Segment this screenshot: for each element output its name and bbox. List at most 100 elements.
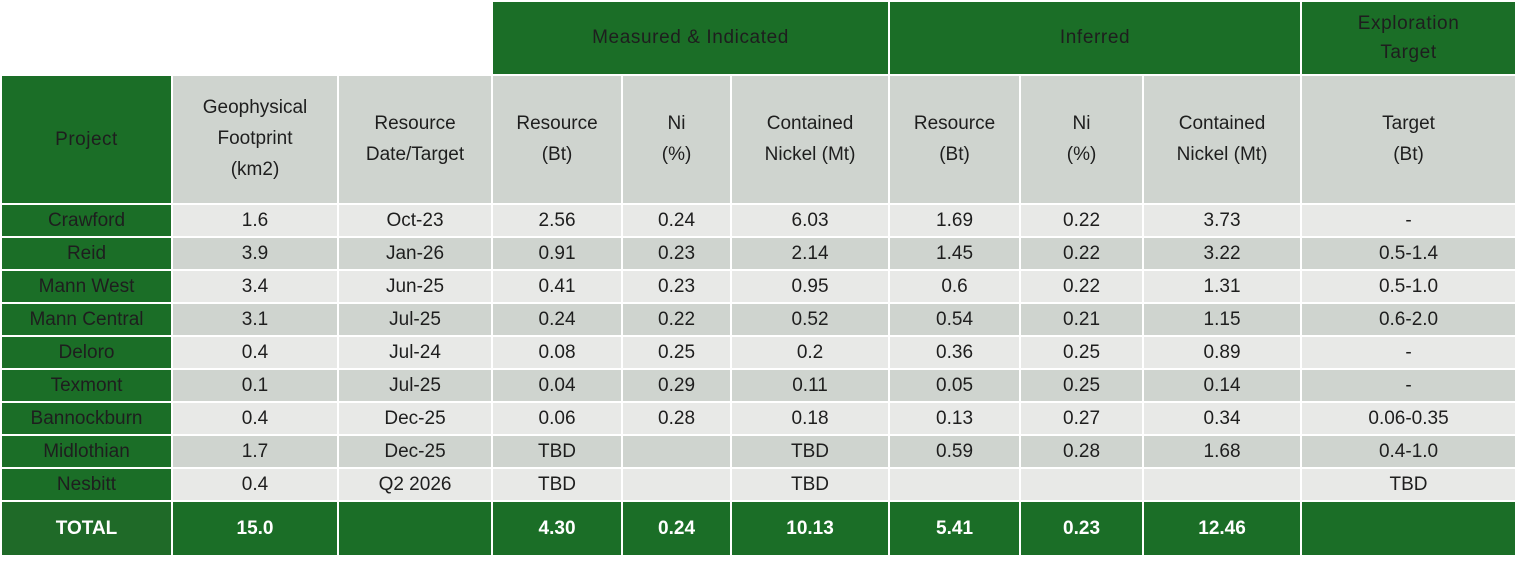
cell-inf-ni: 0.28 — [1019, 434, 1145, 469]
cell-target: - — [1300, 203, 1515, 238]
cell-date: Jul-25 — [336, 302, 494, 337]
cell-inf-contained: 1.31 — [1142, 269, 1303, 304]
cell-date: Q2 2026 — [336, 467, 494, 502]
table-row: Texmont 0.1 Jul-25 0.04 0.29 0.11 0.05 0… — [0, 368, 1515, 403]
group-header-exploration-target: Exploration Target — [1300, 0, 1515, 76]
group-header-inferred: Inferred — [888, 0, 1303, 76]
cell-inf-resource: 0.54 — [888, 302, 1022, 337]
header-footprint-l3: (km2) — [230, 158, 280, 180]
cell-date: Jan-26 — [336, 236, 494, 271]
cell-footprint: 3.1 — [171, 302, 339, 337]
cell-inf-ni: 0.22 — [1019, 203, 1145, 238]
cell-mi-ni: 0.25 — [621, 335, 733, 370]
cell-footprint: 0.4 — [171, 467, 339, 502]
cell-footprint: 0.1 — [171, 368, 339, 403]
header-inf-ni-l1: Ni — [1072, 112, 1091, 134]
header-project: Project — [0, 74, 173, 205]
header-inf-resource: Resource (Bt) — [888, 74, 1022, 205]
header-mi-ni-l1: Ni — [667, 112, 686, 134]
cell-inf-contained: 0.89 — [1142, 335, 1303, 370]
cell-target: 0.5-1.4 — [1300, 236, 1515, 271]
header-mi-contained-l2: Nickel (Mt) — [764, 143, 856, 165]
cell-inf-resource: 1.69 — [888, 203, 1022, 238]
header-mi-contained-l1: Contained — [766, 112, 854, 134]
header-target: Target (Bt) — [1300, 74, 1515, 205]
header-inf-contained-l1: Contained — [1178, 112, 1266, 134]
header-mi-resource: Resource (Bt) — [491, 74, 624, 205]
table-row: Deloro 0.4 Jul-24 0.08 0.25 0.2 0.36 0.2… — [0, 335, 1515, 370]
project-name: Bannockburn — [0, 401, 173, 436]
table-row: Bannockburn 0.4 Dec-25 0.06 0.28 0.18 0.… — [0, 401, 1515, 436]
cell-mi-ni: 0.22 — [621, 302, 733, 337]
project-name: Deloro — [0, 335, 173, 370]
project-name: Texmont — [0, 368, 173, 403]
group-header-row: Measured & Indicated Inferred Exploratio… — [0, 0, 1515, 76]
project-name: Crawford — [0, 203, 173, 238]
column-header-row: Project Geophysical Footprint (km2) Resour… — [0, 74, 1515, 205]
cell-inf-resource: 0.36 — [888, 335, 1022, 370]
header-footprint-l2: Footprint — [217, 128, 293, 150]
cell-target: 0.6-2.0 — [1300, 302, 1515, 337]
exploration-line2: Target — [1380, 42, 1437, 63]
total-target — [1300, 500, 1515, 557]
cell-mi-resource: TBD — [491, 467, 624, 502]
total-footprint: 15.0 — [171, 500, 339, 557]
table-row: Crawford 1.6 Oct-23 2.56 0.24 6.03 1.69 … — [0, 203, 1515, 238]
cell-mi-resource: 0.04 — [491, 368, 624, 403]
cell-footprint: 1.6 — [171, 203, 339, 238]
project-name: Nesbitt — [0, 467, 173, 502]
table-row: Mann Central 3.1 Jul-25 0.24 0.22 0.52 0… — [0, 302, 1515, 337]
cell-inf-ni: 0.21 — [1019, 302, 1145, 337]
cell-footprint: 0.4 — [171, 335, 339, 370]
cell-inf-ni: 0.22 — [1019, 236, 1145, 271]
total-row: TOTAL 15.0 4.30 0.24 10.13 5.41 0.23 12.… — [0, 500, 1515, 557]
cell-mi-ni: 0.24 — [621, 203, 733, 238]
cell-mi-contained: 0.18 — [730, 401, 891, 436]
cell-inf-resource: 1.45 — [888, 236, 1022, 271]
header-date-l1: Resource — [374, 112, 456, 134]
cell-inf-resource: 0.05 — [888, 368, 1022, 403]
header-target-l2: (Bt) — [1393, 143, 1424, 165]
cell-target: 0.4-1.0 — [1300, 434, 1515, 469]
project-name: Reid — [0, 236, 173, 271]
cell-mi-resource: 0.08 — [491, 335, 624, 370]
table-row: Reid 3.9 Jan-26 0.91 0.23 2.14 1.45 0.22… — [0, 236, 1515, 271]
cell-mi-contained: 0.95 — [730, 269, 891, 304]
cell-inf-contained: 3.73 — [1142, 203, 1303, 238]
cell-inf-contained: 1.15 — [1142, 302, 1303, 337]
table-row: Midlothian 1.7 Dec-25 TBD TBD 0.59 0.28 … — [0, 434, 1515, 469]
header-inf-resource-l1: Resource — [913, 112, 996, 134]
cell-inf-ni: 0.22 — [1019, 269, 1145, 304]
cell-date: Dec-25 — [336, 401, 494, 436]
total-inf-contained: 12.46 — [1142, 500, 1303, 557]
table-row: Mann West 3.4 Jun-25 0.41 0.23 0.95 0.6 … — [0, 269, 1515, 304]
header-footprint: Geophysical Footprint (km2) — [171, 74, 339, 205]
header-footprint-l1: Geophysical — [202, 97, 308, 119]
cell-date: Dec-25 — [336, 434, 494, 469]
project-name: Mann West — [0, 269, 173, 304]
blank-corner — [0, 0, 494, 76]
cell-inf-ni: 0.25 — [1019, 335, 1145, 370]
cell-mi-contained: 0.2 — [730, 335, 891, 370]
cell-mi-ni: 0.23 — [621, 269, 733, 304]
cell-inf-ni: 0.25 — [1019, 368, 1145, 403]
cell-mi-contained: 0.11 — [730, 368, 891, 403]
project-name: Midlothian — [0, 434, 173, 469]
cell-mi-resource: 0.24 — [491, 302, 624, 337]
cell-target: TBD — [1300, 467, 1515, 502]
cell-date: Oct-23 — [336, 203, 494, 238]
cell-footprint: 1.7 — [171, 434, 339, 469]
header-date: Resource Date/Target — [336, 74, 494, 205]
cell-mi-resource: 0.41 — [491, 269, 624, 304]
cell-target: - — [1300, 368, 1515, 403]
cell-mi-resource: 0.91 — [491, 236, 624, 271]
header-mi-resource-l2: (Bt) — [541, 143, 573, 165]
header-inf-contained: Contained Nickel (Mt) — [1142, 74, 1303, 205]
cell-inf-ni — [1019, 467, 1145, 502]
cell-footprint: 0.4 — [171, 401, 339, 436]
header-mi-resource-l1: Resource — [516, 112, 598, 134]
cell-footprint: 3.9 — [171, 236, 339, 271]
header-mi-ni: Ni (%) — [621, 74, 733, 205]
total-mi-contained: 10.13 — [730, 500, 891, 557]
total-date — [336, 500, 494, 557]
